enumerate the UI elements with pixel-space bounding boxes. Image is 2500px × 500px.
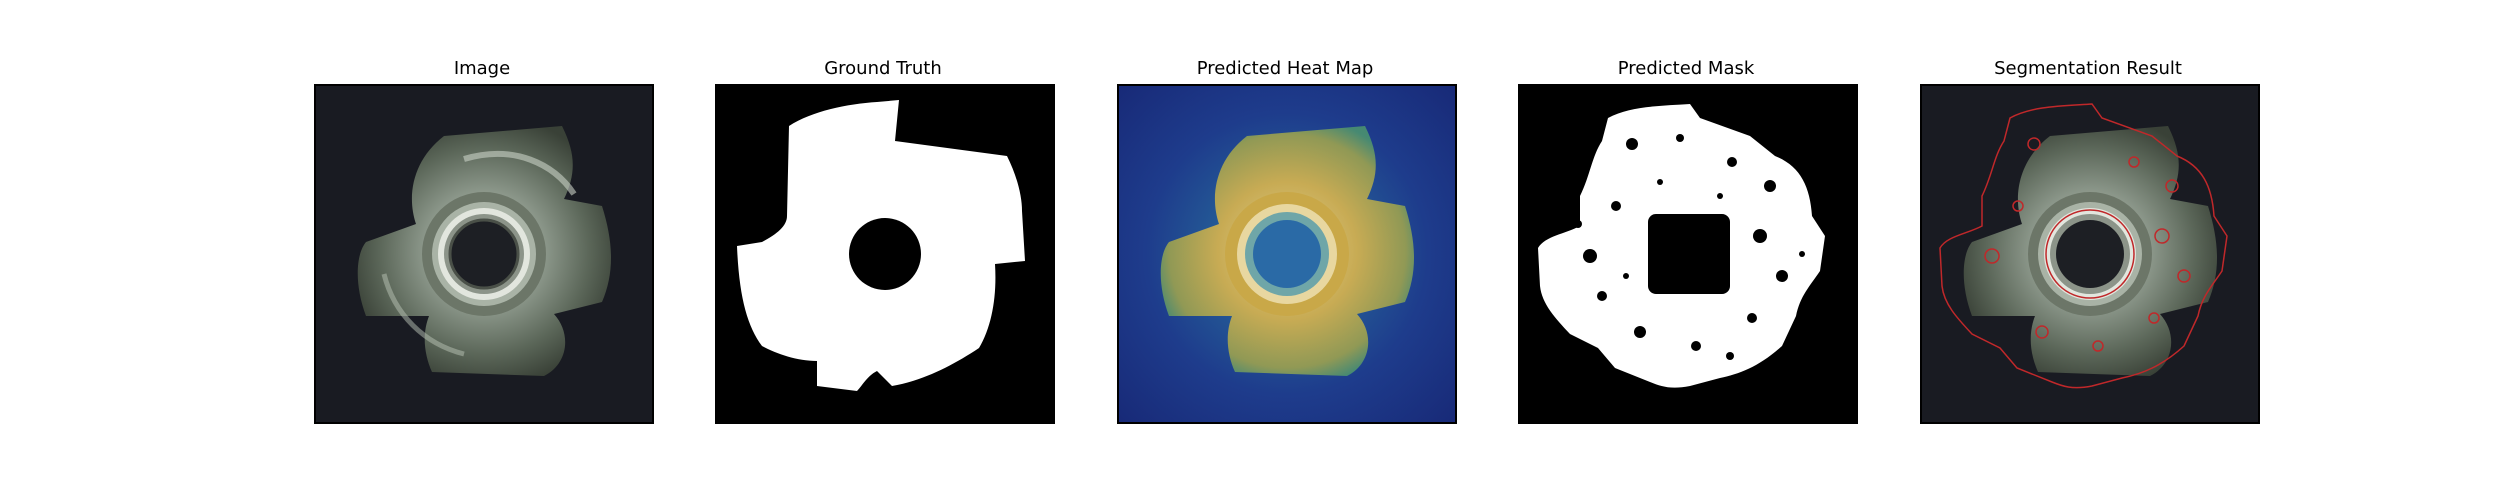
panel-title-heatmap: Predicted Heat Map [1196,58,1374,79]
mask-noise-holes [1574,134,1805,360]
part-photo [316,86,652,422]
panel-ground-truth [715,84,1055,424]
heatmap-overlay [1119,86,1455,422]
panel-title-image: Image [453,58,511,79]
predicted-mask [1520,86,1856,422]
ground-truth-mask [717,86,1053,422]
segmentation-overlay [1922,86,2258,422]
panel-title-segmentation-result: Segmentation Result [1994,58,2182,79]
panel-heatmap [1117,84,1457,424]
contour-lines [1939,103,2228,389]
panel-image [314,84,654,424]
panel-title-ground-truth: Ground Truth [824,58,942,79]
panel-title-predicted-mask: Predicted Mask [1617,58,1755,79]
panel-segmentation-result [1920,84,2260,424]
panel-predicted-mask [1518,84,1858,424]
